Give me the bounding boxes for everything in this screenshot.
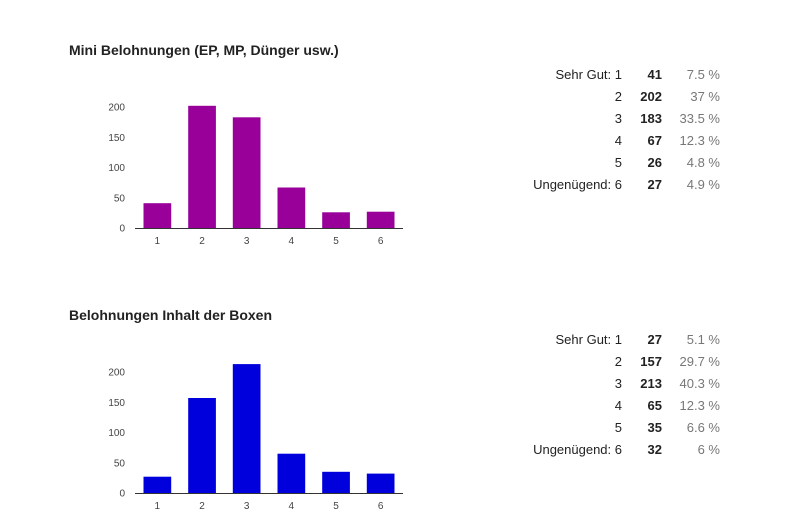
summary-count: 41: [647, 67, 662, 82]
bar-chart: 0 50 100 150 200 1 2 3 4 5 6: [108, 364, 403, 512]
summary-row: 5 35 6.6 %: [520, 417, 720, 439]
summary-row: Ungenügend: 6 27 4.9 %: [520, 174, 720, 196]
bar: [232, 364, 261, 493]
summary-count: 67: [647, 133, 662, 148]
summary-count: 27: [647, 177, 662, 192]
summary-percent: 7.5 %: [686, 67, 720, 82]
y-tick-label: 50: [114, 193, 126, 204]
x-tick-label: 2: [199, 236, 205, 247]
x-tick-label: 4: [289, 501, 295, 512]
summary-table: Sehr Gut: 1 27 5.1 % 2 157 29.7 % 3 213 …: [520, 329, 720, 461]
chart-title: Mini Belohnungen (EP, MP, Dünger usw.): [69, 42, 339, 58]
bar: [277, 453, 306, 493]
summary-percent: 4.9 %: [686, 177, 720, 192]
bar: [143, 476, 172, 493]
summary-count: 32: [647, 442, 662, 457]
chart-section-1: Mini Belohnungen (EP, MP, Dünger usw.) 0…: [69, 42, 720, 247]
summary-row: 2 157 29.7 %: [520, 351, 720, 373]
summary-row: 4 67 12.3 %: [520, 130, 720, 152]
summary-label: Ungenügend: 6: [533, 442, 622, 457]
summary-count: 213: [640, 376, 662, 391]
summary-row: 2 202 37 %: [520, 86, 720, 108]
x-tick-label: 3: [244, 501, 250, 512]
y-tick-label: 100: [108, 163, 125, 174]
summary-row: Ungenügend: 6 32 6 %: [520, 439, 720, 461]
summary-percent: 29.7 %: [679, 354, 720, 369]
y-tick-label: 150: [108, 398, 125, 409]
summary-percent: 37 %: [690, 89, 720, 104]
bar: [143, 203, 172, 228]
x-tick-label: 6: [378, 501, 384, 512]
y-tick-label: 50: [114, 458, 126, 469]
summary-row: Sehr Gut: 1 41 7.5 %: [520, 64, 720, 86]
summary-label: Sehr Gut: 1: [555, 67, 622, 82]
x-tick-label: 5: [333, 501, 339, 512]
bar: [366, 473, 395, 493]
y-tick-label: 0: [119, 224, 125, 235]
bar: [322, 212, 350, 228]
summary-percent: 33.5 %: [679, 111, 720, 126]
bar: [188, 398, 216, 493]
x-tick-label: 6: [378, 236, 384, 247]
y-tick-label: 200: [108, 368, 125, 379]
summary-count: 202: [640, 89, 662, 104]
summary-count: 26: [647, 155, 662, 170]
x-tick-label: 1: [155, 236, 161, 247]
x-tick-label: 2: [199, 501, 205, 512]
summary-label: 5: [614, 155, 622, 170]
y-tick-label: 100: [108, 428, 125, 439]
bar: [322, 471, 350, 493]
summary-row: 5 26 4.8 %: [520, 152, 720, 174]
bar: [232, 117, 261, 228]
summary-label: 3: [614, 111, 622, 126]
summary-percent: 12.3 %: [679, 398, 720, 413]
summary-label: Sehr Gut: 1: [555, 332, 622, 347]
summary-label: 3: [614, 376, 622, 391]
summary-count: 35: [647, 420, 662, 435]
y-tick-label: 150: [108, 133, 125, 144]
x-tick-label: 3: [244, 236, 250, 247]
bar: [366, 211, 395, 228]
x-tick-label: 1: [155, 501, 161, 512]
chart-title: Belohnungen Inhalt der Boxen: [69, 307, 273, 323]
summary-label: 2: [614, 89, 622, 104]
summary-label: 4: [614, 398, 622, 413]
summary-label: Ungenügend: 6: [533, 177, 622, 192]
summary-label: 5: [614, 420, 622, 435]
summary-row: 3 213 40.3 %: [520, 373, 720, 395]
summary-percent: 12.3 %: [679, 133, 720, 148]
summary-row: 4 65 12.3 %: [520, 395, 720, 417]
x-tick-label: 4: [289, 236, 295, 247]
summary-count: 157: [640, 354, 662, 369]
summary-table: Sehr Gut: 1 41 7.5 % 2 202 37 % 3 183 33…: [520, 64, 720, 196]
bar: [188, 105, 216, 228]
x-tick-label: 5: [333, 236, 339, 247]
summary-percent: 4.8 %: [686, 155, 720, 170]
summary-percent: 6.6 %: [686, 420, 720, 435]
summary-count: 183: [640, 111, 662, 126]
summary-row: 3 183 33.5 %: [520, 108, 720, 130]
summary-percent: 6 %: [697, 442, 720, 457]
y-tick-label: 200: [108, 103, 125, 114]
summary-label: 2: [614, 354, 622, 369]
summary-row: Sehr Gut: 1 27 5.1 %: [520, 329, 720, 351]
chart-section-2: Belohnungen Inhalt der Boxen 0 50 100 150 20…: [0, 260, 798, 515]
summary-count: 65: [647, 398, 662, 413]
y-tick-label: 0: [119, 489, 125, 500]
bar: [277, 187, 306, 228]
summary-percent: 5.1 %: [686, 332, 720, 347]
summary-label: 4: [614, 133, 622, 148]
summary-count: 27: [647, 332, 662, 347]
bar-chart: 0 50 100 150 200 1 2 3 4 5 6: [108, 103, 403, 247]
summary-percent: 40.3 %: [679, 376, 720, 391]
